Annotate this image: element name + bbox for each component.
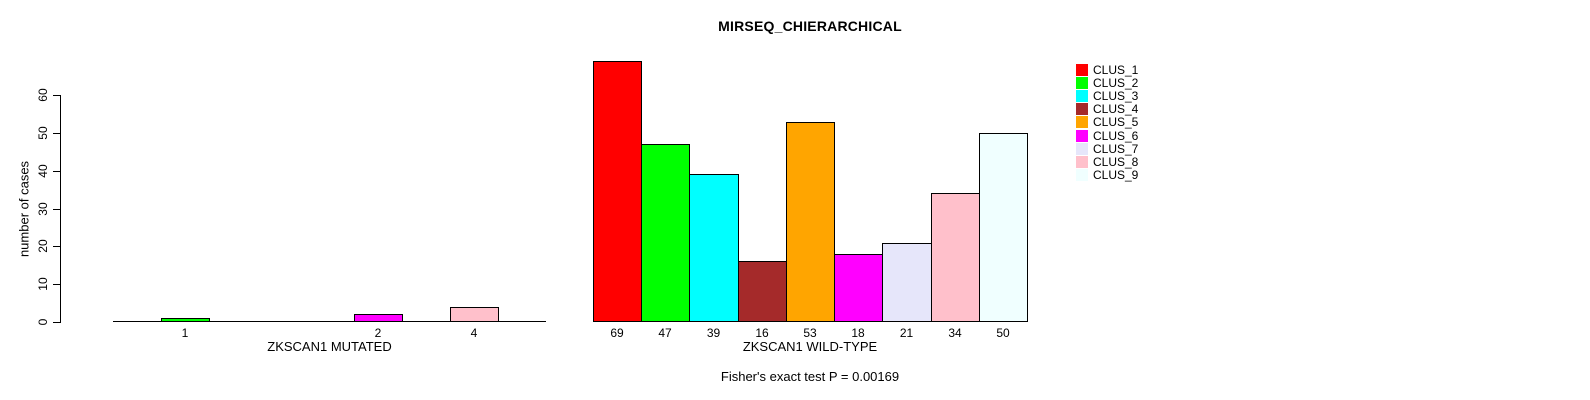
legend-label: CLUS_7 [1093,142,1139,156]
legend-entry-clus_8: CLUS_8 [1076,156,1138,168]
y-tick-label: 50 [36,126,50,140]
bar-count-label: 4 [470,326,478,340]
y-tick-mark [53,133,60,134]
legend-label: CLUS_2 [1093,76,1139,90]
y-tick-mark [53,171,60,172]
y-tick-mark [53,246,60,247]
legend-label: CLUS_6 [1093,129,1139,143]
legend-entry-clus_3: CLUS_3 [1076,90,1138,102]
bar-count-label: 16 [755,326,769,340]
legend-label: CLUS_9 [1093,168,1139,182]
panel-mutated [113,61,546,322]
legend-swatch-icon [1076,90,1088,102]
bar-clus_6-wildtype [834,254,883,322]
bar-clus_7-wildtype [882,243,932,322]
legend-swatch-icon [1076,130,1088,142]
bar-clus_2-wildtype [641,144,690,322]
bar-count-label: 21 [899,326,914,340]
legend-entry-clus_6: CLUS_6 [1076,130,1138,142]
y-tick-label: 40 [36,164,50,178]
y-tick-mark [53,209,60,210]
bar-clus_5-wildtype [786,122,835,322]
legend-entry-clus_7: CLUS_7 [1076,143,1138,155]
y-tick-label: 20 [36,239,50,253]
legend-label: CLUS_1 [1093,63,1139,77]
bar-clus_9-wildtype [979,133,1028,322]
bar-count-label: 2 [374,326,382,340]
bar-clus_8-wildtype [931,193,980,322]
bar-count-label: 34 [948,326,962,340]
y-tick-label: 10 [36,277,50,291]
bar-count-label: 1 [181,326,189,340]
bar-clus_3-wildtype [689,174,739,322]
fisher-test-caption: Fisher's exact test P = 0.00169 [720,369,900,384]
bar-count-label: 47 [658,326,672,340]
bar-clus_1-wildtype [593,61,642,322]
y-tick-mark [53,322,60,323]
bar-count-label: 50 [996,326,1010,340]
legend-swatch-icon [1076,169,1088,181]
y-tick-label: 0 [36,318,50,326]
legend-entry-clus_1: CLUS_1 [1076,64,1138,76]
bar-clus_4-wildtype [738,261,787,322]
bar-count-label: 69 [610,326,624,340]
legend-label: CLUS_5 [1093,115,1139,129]
bar-clus_6-mutated [354,314,403,322]
chart-title: MIRSEQ_CHIERARCHICAL [718,18,902,34]
legend-swatch-icon [1076,77,1088,89]
bar-clus_8-mutated [450,307,499,322]
bar-count-label: 39 [706,326,721,340]
bar-count-label: 53 [803,326,817,340]
y-tick-mark [53,95,60,96]
bar-clus_2-mutated [161,318,210,322]
panel-wildtype [593,61,1028,322]
legend-entry-clus_2: CLUS_2 [1076,77,1138,89]
legend-entry-clus_5: CLUS_5 [1076,116,1138,128]
legend-label: CLUS_3 [1093,89,1139,103]
y-axis-line [60,95,61,323]
x-axis-title-wildtype: ZKSCAN1 WILD-TYPE [742,339,878,354]
bar-count-label: 18 [851,326,865,340]
legend-entry-clus_4: CLUS_4 [1076,103,1138,115]
x-axis-title-mutated: ZKSCAN1 MUTATED [267,339,392,354]
x-axis-baseline [113,321,546,322]
legend-entry-clus_9: CLUS_9 [1076,169,1138,181]
y-tick-mark [53,284,60,285]
legend-swatch-icon [1076,116,1088,128]
legend-swatch-icon [1076,103,1088,115]
y-tick-label: 60 [36,88,50,102]
legend-swatch-icon [1076,143,1088,155]
legend-label: CLUS_4 [1093,102,1139,116]
legend-label: CLUS_8 [1093,155,1139,169]
legend-swatch-icon [1076,156,1088,168]
legend-swatch-icon [1076,64,1088,76]
y-axis-label: number of cases [16,160,32,258]
y-tick-label: 30 [36,202,50,216]
